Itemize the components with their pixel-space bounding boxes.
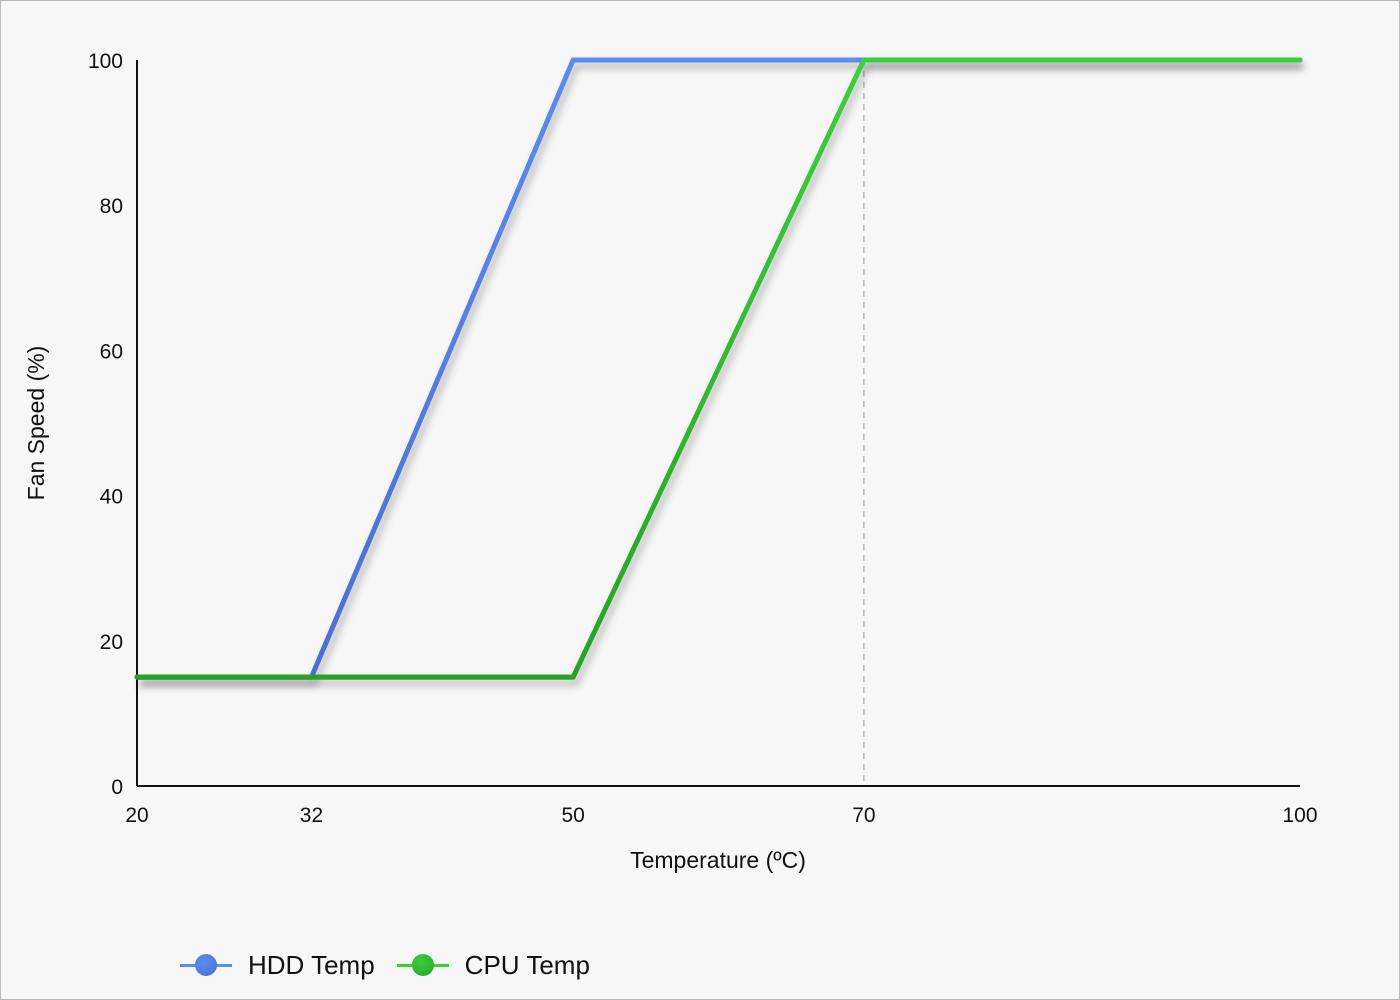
x-axis-title: Temperature (ºC)	[630, 847, 806, 873]
legend-dot-hdd	[195, 954, 217, 976]
legend-swatch-hdd	[180, 953, 232, 977]
y-axis-title: Fan Speed (%)	[23, 346, 49, 501]
legend-label-cpu: CPU Temp	[464, 949, 590, 980]
legend-item-hdd[interactable]: HDD Temp	[180, 950, 375, 981]
legend: HDD Temp CPU Temp	[180, 945, 612, 985]
x-tick-label: 50	[561, 804, 584, 827]
legend-dot-cpu	[411, 954, 434, 976]
y-tick-label: 100	[88, 50, 123, 73]
y-tick-label: 0	[111, 776, 123, 799]
x-tick-label: 20	[125, 804, 148, 827]
x-tick-label: 100	[1282, 804, 1317, 827]
y-tick-label: 80	[100, 195, 123, 218]
y-tick-label: 20	[100, 631, 123, 654]
y-tick-label: 40	[100, 486, 123, 509]
legend-swatch-cpu	[396, 953, 449, 977]
x-tick-label: 32	[300, 804, 323, 827]
series-line-cpu-temp[interactable]	[137, 57, 1300, 680]
legend-item-cpu[interactable]: CPU Temp	[396, 949, 590, 981]
legend-label-hdd: HDD Temp	[248, 949, 375, 980]
x-tick-label: 70	[852, 804, 875, 827]
y-tick-label: 60	[100, 340, 123, 363]
